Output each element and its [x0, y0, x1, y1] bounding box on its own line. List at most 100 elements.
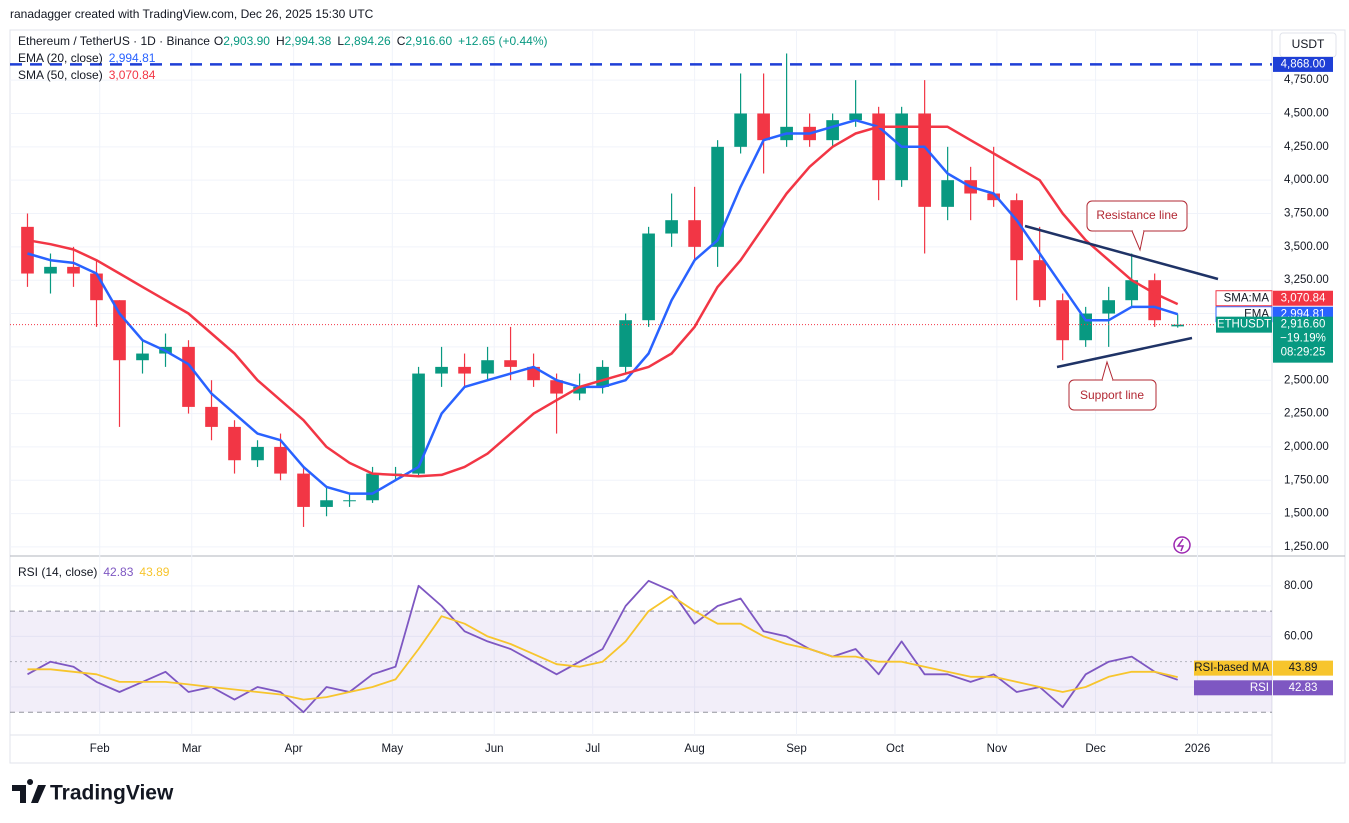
legend-text: L — [337, 34, 344, 48]
legend-entry: EMA (20, close) 2,994.81 — [18, 51, 156, 65]
tag-value: 42.83 — [1289, 682, 1318, 694]
legend-text: 3,070.84 — [109, 68, 156, 82]
legend-text: H — [276, 34, 285, 48]
candle-body — [205, 406, 218, 427]
candle-body — [504, 360, 517, 367]
y-tick-label: 4,250.00 — [1284, 141, 1329, 153]
y-tick-label: 4,000.00 — [1284, 174, 1329, 186]
change-pct: −19.19% — [1280, 333, 1326, 345]
series-line — [27, 595, 1178, 701]
candle-body — [987, 193, 1000, 201]
candle-body — [1102, 300, 1115, 314]
series-line — [27, 118, 1179, 495]
y-tick-label: 1,750.00 — [1284, 474, 1329, 486]
level-tag — [1273, 56, 1333, 72]
tag-value: 43.89 — [1289, 662, 1318, 674]
y-tick-label: 4,750.00 — [1284, 74, 1329, 86]
candle-body — [21, 226, 34, 274]
candle-body — [757, 113, 770, 141]
legend-text: 2,994.38 — [285, 34, 332, 48]
candle-body — [1010, 200, 1023, 261]
tag-name-box — [1194, 680, 1272, 696]
tag-value-box — [1273, 660, 1333, 676]
y-tick-label: 2,500.00 — [1284, 374, 1329, 386]
y-tick-label: 1,250.00 — [1284, 541, 1329, 553]
legend-text: +12.65 (+0.44%) — [458, 34, 547, 48]
x-tick-label: Feb — [90, 743, 110, 755]
y-tick-label: 4,500.00 — [1284, 108, 1329, 120]
candle-body — [550, 380, 563, 394]
y-tick-label: 3,250.00 — [1284, 274, 1329, 286]
legend-entry: RSI (14, close) 42.83 43.89 — [18, 565, 170, 579]
legend-text: 2,916.60 — [405, 34, 452, 48]
candle-body — [941, 180, 954, 207]
candle-body — [1125, 280, 1139, 301]
y-tick-label: 3,750.00 — [1284, 208, 1329, 220]
level-label: 4,868.00 — [1281, 58, 1326, 70]
candle-body — [527, 366, 540, 381]
candle-body — [274, 446, 287, 474]
tag-name-box — [1215, 290, 1273, 307]
x-tick-label: Aug — [684, 743, 704, 755]
plot — [10, 53, 1272, 714]
resistance-trendline — [1024, 224, 1219, 281]
candle-body — [1079, 313, 1092, 341]
legend-text: 42.83 — [103, 565, 133, 579]
legend-text: 43.89 — [139, 565, 169, 579]
legend-text: SMA (50, close) — [18, 68, 103, 82]
candle-body — [182, 346, 195, 407]
candle-body — [113, 300, 126, 361]
candle-body — [67, 266, 80, 274]
legend-text: 2,994.81 — [109, 51, 156, 65]
candle-body — [826, 120, 839, 141]
annotation: Resistance line — [1096, 208, 1178, 222]
x-tick-label: Mar — [182, 743, 202, 755]
symbol-tag: ETHUSDT — [1217, 319, 1271, 331]
tag-name: SMA:MA — [1224, 292, 1270, 304]
candle-body — [412, 373, 425, 474]
last-price: 2,916.60 — [1281, 319, 1326, 331]
candle-body — [366, 473, 379, 501]
legend-text: 2,903.90 — [223, 34, 270, 48]
x-tick-label: May — [381, 743, 403, 755]
candle-body — [872, 113, 885, 181]
candle-body — [1148, 280, 1162, 321]
legend-text: Ethereum / TetherUS · 1D · Binance — [18, 34, 210, 48]
annotation: Support line — [1080, 388, 1144, 402]
x-tick-label: Nov — [987, 743, 1008, 755]
candle-body — [711, 146, 724, 247]
candle-body — [343, 500, 356, 502]
candle-body — [481, 360, 494, 374]
legend-title: Ethereum / TetherUS · 1D · Binance O2,903… — [18, 34, 548, 48]
brand: TradingView — [50, 782, 174, 805]
tag-value: 3,070.84 — [1281, 292, 1326, 304]
candle-body — [44, 266, 57, 274]
candle-body — [435, 366, 448, 374]
candle-body — [688, 220, 701, 247]
support-trendline — [1056, 336, 1193, 369]
watermark-bolt — [1176, 538, 1185, 552]
legend-text: RSI (14, close) — [18, 565, 97, 579]
frame — [9, 29, 1346, 764]
y-tick-label: 60.00 — [1284, 630, 1313, 642]
tag-value-box — [1273, 680, 1333, 696]
callout-mask — [1103, 379, 1112, 382]
currency[interactable]: USDT — [1292, 37, 1325, 51]
candle-body — [642, 233, 655, 321]
series-line — [27, 125, 1179, 478]
legend-text: O — [214, 34, 223, 48]
x-tick-label: Jun — [485, 743, 504, 755]
candle-body — [251, 446, 264, 461]
tag-name: RSI — [1250, 682, 1269, 694]
tag-name-box — [1194, 660, 1272, 676]
candle-body — [458, 366, 471, 374]
callout-mask — [1133, 229, 1143, 232]
candle-body — [573, 386, 586, 394]
y-tick-label: 3,500.00 — [1284, 241, 1329, 253]
legend-text: 2,894.26 — [344, 34, 391, 48]
candle-body — [1056, 300, 1069, 341]
candle-body — [136, 353, 149, 361]
y-tick-label: 2,250.00 — [1284, 408, 1329, 420]
candle-body — [918, 113, 931, 207]
x-tick-label: Sep — [786, 743, 806, 755]
